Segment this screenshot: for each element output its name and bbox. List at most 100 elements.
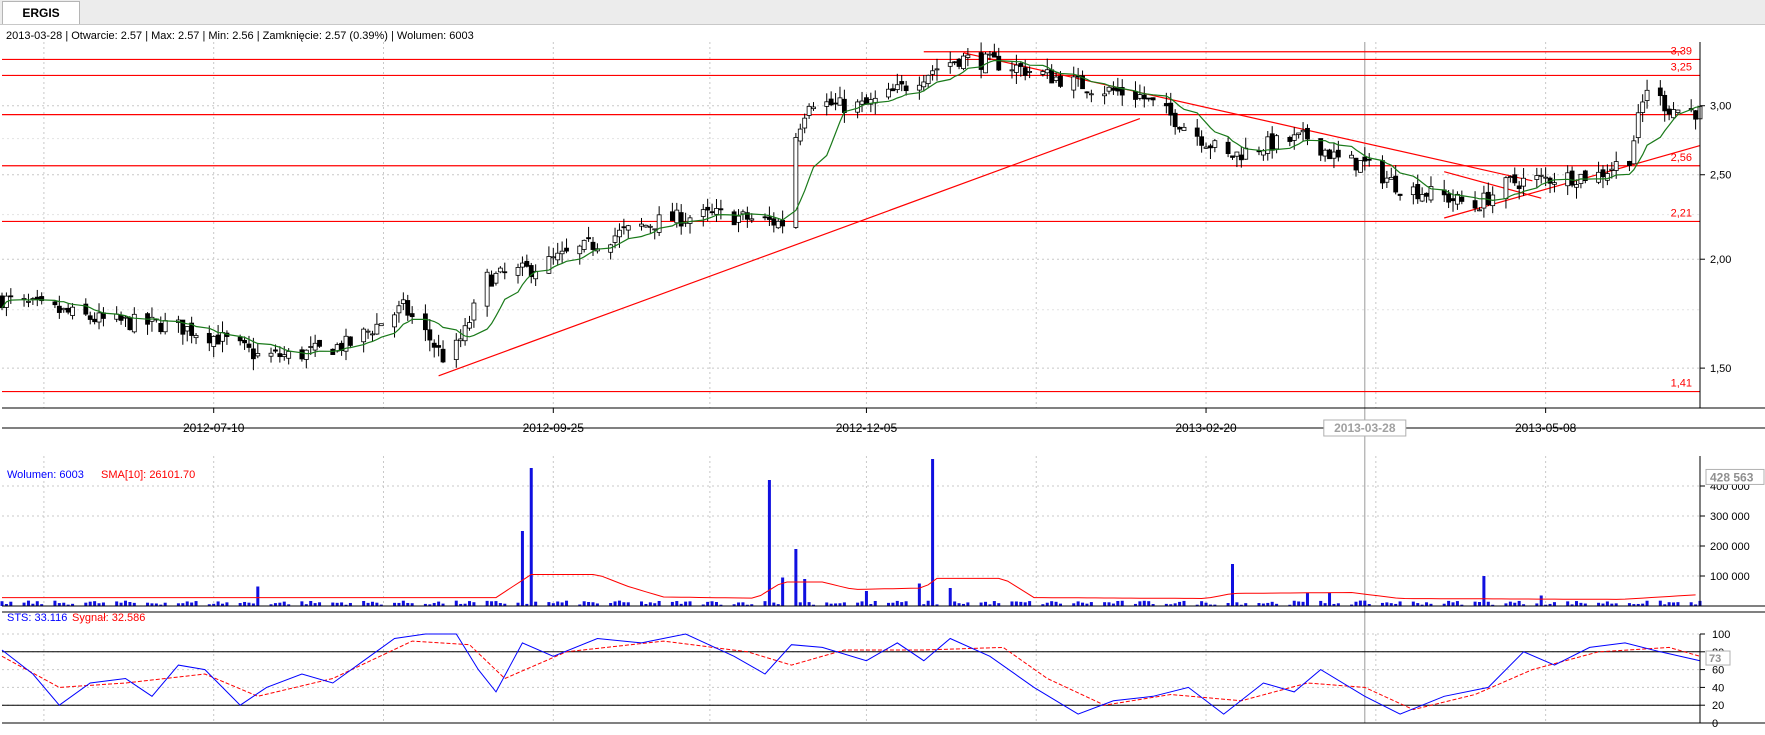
volume-bar [62,602,66,606]
candle-body [837,97,843,106]
volume-bar [953,601,957,606]
grid [2,42,1700,724]
volume-bar [1491,604,1495,606]
candle-body [1049,69,1055,84]
volume-bar [688,601,692,606]
candle-body [714,208,719,215]
volume-bar [503,603,507,606]
candle-body [427,329,433,341]
volume-bar [1072,603,1076,606]
y-tick-label: 0 [1712,718,1718,730]
volume-bar [1164,603,1168,606]
chart-canvas[interactable]: 3,393,252,562,211,41 1,502,002,503,00201… [0,26,1765,735]
candle-body [189,322,195,336]
volume-bar [1579,602,1583,606]
volume-bar [84,602,88,606]
candle-body [1604,173,1610,181]
candle-body [1543,176,1549,179]
candle-body [1199,136,1205,146]
candle-body [1300,129,1306,133]
volume-bar [1522,604,1526,606]
candle-body [961,55,966,70]
candle-body [1574,184,1579,188]
candle-body [987,53,993,56]
candle-body [1410,186,1416,196]
candle-body [215,334,221,345]
volume-legend-name: Wolumen: [7,469,56,481]
volume-bar [1050,601,1054,606]
candle-body [965,54,971,58]
volume-bar [313,603,317,606]
volume-bar [53,600,57,606]
volume-bar [917,583,921,606]
trend-line [1444,171,1542,199]
tab-ergis[interactable]: ERGIS [2,1,80,24]
candle-body [255,353,261,357]
y-tick-label: 20 [1712,700,1724,712]
candle-body [550,256,556,259]
volume-bar [1301,601,1305,606]
volume-bar [1169,604,1173,606]
volume-bar [463,603,467,606]
candle-body [1305,127,1310,140]
volume-bar [278,602,282,606]
volume-bar [1081,602,1085,606]
candle-body [859,100,865,105]
volume-bar [269,604,273,606]
volume-bar [1367,603,1371,606]
volume-bar [1354,601,1358,606]
volume-bar [1597,602,1601,606]
volume-bar [1041,604,1045,606]
volume-bar [1230,564,1234,606]
volume-bar [1627,603,1631,606]
volume-bar [123,600,127,606]
candle-body [206,332,212,344]
volume-bar [225,602,229,606]
volume-bar [1054,601,1058,606]
volume-bar [1336,603,1340,606]
volume-bar [719,604,723,606]
volume-bar [966,602,970,606]
candle-body [1177,126,1182,130]
candle-body [841,98,847,113]
candle-body [1269,133,1275,151]
candle-body [1640,101,1646,113]
volume-bar [1544,604,1548,606]
volume-bar [1601,603,1605,606]
volume-bar [9,601,13,606]
candle-body [921,81,927,88]
candle-body [1362,156,1368,162]
volume-bar [1103,602,1107,606]
volume-bar [1614,603,1618,606]
volume-bar [613,601,617,606]
volume-bar [1455,601,1459,606]
candle-body [1415,184,1421,200]
candle-body [237,336,243,342]
volume-bar [344,604,348,606]
candle-body [1349,154,1354,159]
candle-body [956,58,962,67]
volume-bar [560,602,564,606]
candle-body [250,348,256,360]
candle-body [273,349,278,352]
volume-legend-label: Wolumen: 6003 [7,469,84,481]
candle-body [303,349,309,360]
candle-body [656,214,662,233]
volume-bar [1694,604,1698,606]
candle-body [467,322,472,329]
volume-bar [1107,602,1111,606]
volume-bar [401,600,405,606]
volume-bar [406,602,410,606]
volume-bar [895,600,899,606]
candle-body [1150,97,1156,101]
x-tick-label: 2013-05-08 [1515,421,1577,435]
volume-bar [931,459,935,606]
y-tick-label: 3,00 [1710,101,1731,113]
candle-body [317,339,322,347]
candle-body [1172,112,1178,128]
volume-bar [860,601,864,606]
candle-body [330,348,336,355]
volume-bar [468,601,472,606]
volume-bar [997,603,1001,606]
candle-body [824,101,830,107]
